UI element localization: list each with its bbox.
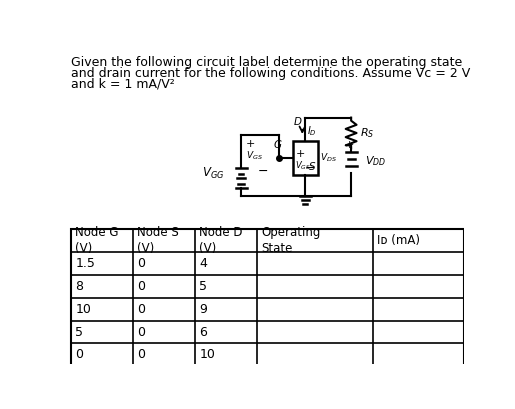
Text: and k = 1 mA/V²: and k = 1 mA/V² [71,78,174,90]
Text: +: + [246,139,255,149]
Text: 0: 0 [75,348,83,362]
Text: Node G
(V): Node G (V) [75,226,119,255]
Text: Iᴅ (mA): Iᴅ (mA) [377,234,420,247]
Text: and drain current for the following conditions. Assume Vᴄ = 2 V: and drain current for the following cond… [71,67,470,80]
Text: $I_D$: $I_D$ [307,125,317,138]
Text: 9: 9 [199,303,207,316]
Text: +: + [345,140,354,150]
Text: $V_{GG}$: $V_{GG}$ [202,166,224,181]
Text: $V_{GS}$: $V_{GS}$ [295,159,311,172]
Text: 1.5: 1.5 [75,257,95,270]
Text: 4: 4 [199,257,207,270]
Text: Given the following circuit label determine the operating state: Given the following circuit label determ… [71,56,462,69]
Text: 0: 0 [137,280,145,293]
Text: −: − [258,165,269,178]
Text: 0: 0 [137,326,145,339]
Text: Node D
(V): Node D (V) [199,226,243,255]
Text: S: S [308,162,315,172]
Text: 5: 5 [75,326,83,339]
Text: $V_{GS}$: $V_{GS}$ [246,150,263,162]
Text: Operating
State: Operating State [261,226,321,255]
Text: 8: 8 [75,280,83,293]
Text: G: G [273,140,282,150]
Text: +: + [295,149,305,159]
Text: D: D [294,117,302,127]
Text: −: − [305,162,316,175]
Bar [71,229,464,366]
Bar [293,141,318,175]
Text: 0: 0 [137,348,145,362]
Text: Node S
(V): Node S (V) [137,226,179,255]
Text: $R_S$: $R_S$ [360,126,375,140]
Text: 0: 0 [137,303,145,316]
Text: 10: 10 [75,303,91,316]
Text: $V_{DS}$: $V_{DS}$ [320,151,337,164]
Text: 5: 5 [199,280,207,293]
Text: $V_{DD}$: $V_{DD}$ [365,155,386,169]
Text: 0: 0 [137,257,145,270]
Text: 10: 10 [199,348,215,362]
Text: 6: 6 [199,326,207,339]
